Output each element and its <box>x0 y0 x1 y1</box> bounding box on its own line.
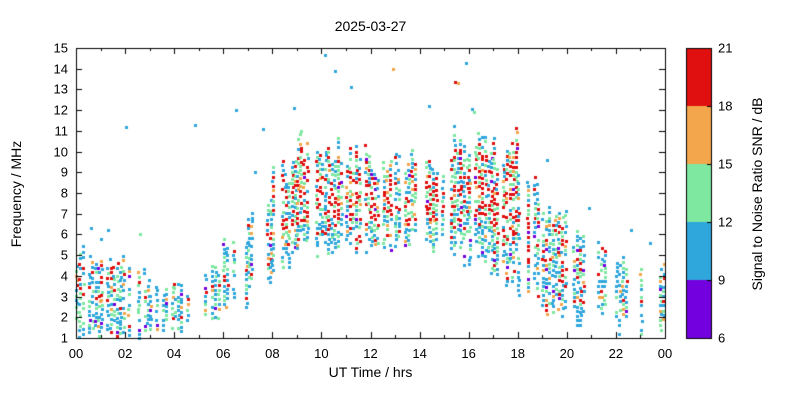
colorbar-tick-label: 9 <box>718 272 726 288</box>
x-tick-label: 04 <box>166 346 182 361</box>
y-tick-label: 2 <box>60 309 68 325</box>
y-tick-label: 11 <box>54 123 69 139</box>
colorbar-tick-label: 21 <box>718 40 733 56</box>
y-tick-label: 15 <box>53 40 68 56</box>
colorbar-label: Signal to Noise Ratio SNR / dB <box>749 97 765 291</box>
x-tick-label: 18 <box>510 346 525 361</box>
x-tick-label: 20 <box>559 346 575 361</box>
y-tick-label: 12 <box>53 102 68 118</box>
y-tick-label: 14 <box>53 61 68 77</box>
x-tick-label: 10 <box>314 346 329 361</box>
y-tick-label: 13 <box>53 81 68 97</box>
x-tick-label: 14 <box>412 346 427 361</box>
y-tick-label: 4 <box>60 268 68 284</box>
y-tick-label: 3 <box>60 289 68 305</box>
x-tick-label: 12 <box>363 346 378 361</box>
x-axis-label: UT Time / hrs <box>328 364 413 380</box>
x-tick-label: 00 <box>68 346 84 361</box>
y-tick-label: 1 <box>60 330 68 346</box>
colorbar-tick-label: 15 <box>718 156 733 172</box>
y-tick-label: 9 <box>60 164 68 180</box>
y-tick-label: 10 <box>53 144 68 160</box>
y-tick-label: 7 <box>60 206 68 222</box>
x-tick-label: 16 <box>461 346 476 361</box>
colorbar-tick-label: 6 <box>718 330 726 346</box>
y-tick-label: 6 <box>60 226 68 242</box>
y-axis-label: Frequency / MHz <box>8 140 24 248</box>
x-tick-label: 06 <box>216 346 231 361</box>
chart-title: 2025-03-27 <box>334 18 407 34</box>
colorbar-tick-label: 18 <box>718 98 733 114</box>
y-tick-label: 8 <box>60 185 68 201</box>
x-tick-label: 02 <box>117 346 133 361</box>
colorbar-tick-label: 12 <box>718 214 733 230</box>
y-tick-label: 5 <box>60 247 68 263</box>
x-tick-label: 08 <box>265 346 280 361</box>
x-tick-label: 00 <box>657 346 673 361</box>
x-tick-label: 22 <box>608 346 624 361</box>
